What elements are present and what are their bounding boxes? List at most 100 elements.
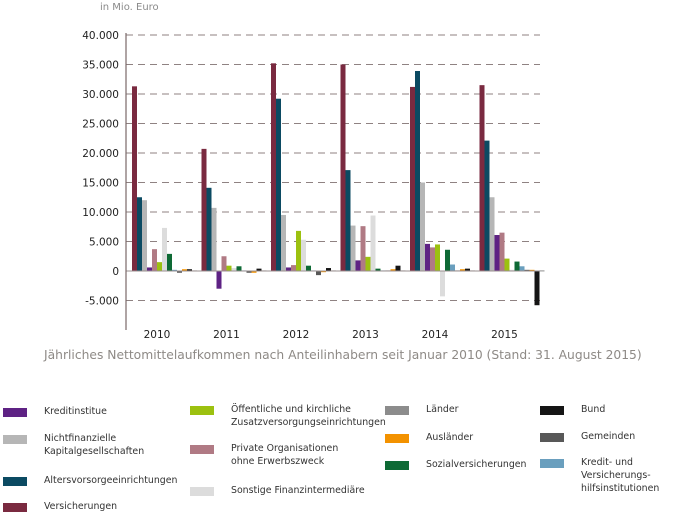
- y-tick-label: -5.000: [85, 296, 119, 308]
- bar: [345, 170, 351, 271]
- bar: [256, 268, 262, 271]
- y-tick-label: 20.000: [82, 148, 119, 160]
- x-category-label: 2015: [491, 329, 518, 341]
- bar: [271, 63, 276, 271]
- bar: [137, 197, 142, 271]
- legend-item: Öffentliche und kirchliche Zusatzversorg…: [190, 403, 386, 429]
- bar: [440, 271, 445, 297]
- bar: [365, 256, 371, 271]
- legend-item: Versicherungen: [3, 500, 117, 513]
- legend-swatch: [540, 406, 564, 415]
- bar: [484, 140, 490, 271]
- legend-label: Altersvorsorgeeinrichtungen: [44, 475, 178, 486]
- legend-item: Kredit- und Versicherungs- hilfsinstitut…: [540, 456, 700, 495]
- bar: [206, 187, 212, 271]
- legend-swatch: [3, 477, 27, 486]
- legend-item: Private Organisationen ohne Erwerbszweck: [190, 442, 338, 468]
- bar: [375, 268, 381, 271]
- legend-label: Sozialversicherungen: [426, 459, 527, 470]
- bar: [211, 207, 217, 271]
- bar: [499, 232, 505, 271]
- y-tick-label: 0: [112, 266, 119, 278]
- legend-item: Kreditinstitue: [3, 405, 107, 418]
- legend-item: Länder: [385, 403, 458, 416]
- legend-swatch: [385, 406, 409, 415]
- bar: [350, 225, 356, 271]
- bar: [306, 265, 311, 271]
- legend-swatch: [3, 503, 27, 512]
- legend-label: Bund: [581, 404, 606, 415]
- bar: [291, 265, 296, 271]
- bar: [390, 269, 396, 271]
- chart-caption: Jährliches Nettomittelaufkommen nach Ant…: [44, 348, 642, 362]
- bar: [147, 267, 152, 271]
- x-axis-category-labels: 2010 2011 2012 2013 2014 2015: [144, 329, 518, 341]
- legend-swatch: [190, 487, 214, 496]
- bar: [177, 271, 182, 273]
- bar: [296, 230, 301, 271]
- bar: [216, 271, 222, 289]
- bars: [132, 63, 545, 306]
- bar: [276, 98, 281, 271]
- bar: [460, 269, 465, 271]
- x-category-label: 2013: [352, 329, 379, 341]
- y-tick-label: 15.000: [82, 178, 119, 190]
- bar: [201, 148, 207, 271]
- legend-swatch: [3, 435, 27, 444]
- bar: [430, 247, 435, 271]
- legend-item: Nichtfinanzielle Kapitalgesellschaften: [3, 432, 144, 458]
- y-tick-label: 35.000: [82, 60, 119, 72]
- bar: [340, 64, 346, 271]
- legend-item: Bund: [540, 403, 605, 416]
- legend-label: Ausländer: [426, 432, 474, 443]
- legend-item: Gemeinden: [540, 430, 635, 443]
- legend-label: Gemeinden: [581, 431, 636, 442]
- legend-swatch: [385, 461, 409, 470]
- legend-label: Kredit- und Versicherungs- hilfsinstitut…: [581, 457, 660, 494]
- bar: [221, 256, 227, 271]
- x-category-label: 2010: [144, 329, 171, 341]
- y-axis-ticks: 40.000 35.000 30.000 25.000 20.000 15.000 10.0…: [82, 30, 119, 308]
- bar-chart: 40.000 35.000 30.000 25.000 20.000 15.000 10.0…: [82, 30, 545, 341]
- bar: [162, 227, 167, 271]
- bar: [281, 214, 286, 271]
- bar: [504, 258, 510, 271]
- bar: [152, 249, 157, 271]
- bar: [286, 267, 291, 271]
- bar: [494, 235, 500, 271]
- bar: [529, 269, 535, 271]
- y-tick-label: 40.000: [82, 30, 119, 42]
- bar: [519, 266, 525, 271]
- bar: [172, 269, 177, 271]
- bar: [355, 260, 361, 271]
- bar: [316, 271, 321, 276]
- bar: [435, 244, 440, 271]
- legend-swatch: [540, 459, 564, 468]
- bar: [509, 269, 515, 271]
- bar: [420, 182, 425, 271]
- bar: [132, 86, 137, 271]
- bar: [479, 85, 485, 272]
- bar: [370, 215, 376, 271]
- bar: [182, 269, 187, 271]
- bar: [425, 243, 430, 271]
- legend-swatch: [540, 433, 564, 442]
- bar: [450, 264, 455, 271]
- bar: [157, 262, 162, 271]
- legend-label: Sonstige Finanzintermediäre: [231, 485, 365, 496]
- bar: [231, 268, 237, 271]
- bar: [489, 197, 495, 271]
- legend-label: Private Organisationen ohne Erwerbszweck: [231, 443, 339, 467]
- bar: [142, 200, 147, 271]
- legend-label: Öffentliche und kirchliche Zusatzversorg…: [231, 404, 386, 428]
- legend-item: Sozialversicherungen: [385, 458, 526, 471]
- legend-swatch: [190, 406, 214, 415]
- bar: [534, 271, 540, 306]
- y-tick-label: 30.000: [82, 89, 119, 101]
- bar: [246, 271, 252, 273]
- bar: [410, 86, 415, 271]
- bar: [395, 265, 401, 271]
- bar: [360, 226, 366, 271]
- legend-item: Sonstige Finanzintermediäre: [190, 484, 365, 497]
- bar: [167, 253, 172, 271]
